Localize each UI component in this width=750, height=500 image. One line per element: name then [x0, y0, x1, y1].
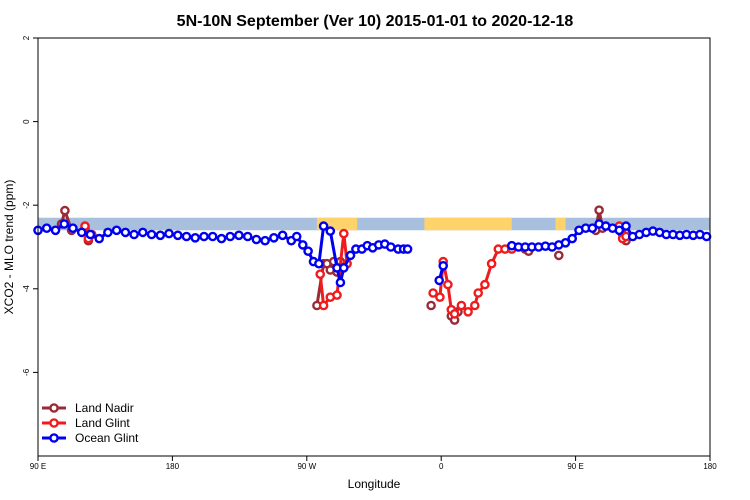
ocean-glint-point-0-6	[85, 229, 96, 240]
ocean-glint-point-0-38	[335, 277, 346, 288]
x-axis-label: Longitude	[348, 477, 401, 491]
ocean-glint-point-0-25	[251, 234, 262, 245]
y-tick-label-0: -6	[22, 368, 31, 376]
land-glint-point-2-5	[449, 309, 460, 319]
x-tick-label-0: 90 E	[30, 462, 46, 471]
ocean-glint-point-2-9	[567, 233, 578, 244]
ocean-glint-point-0-15	[164, 228, 174, 239]
series-layer	[33, 205, 712, 325]
land-glint-point-2-8	[469, 300, 480, 311]
ocean-glint-point-0-12	[137, 227, 148, 238]
land-region-2	[555, 217, 566, 231]
land-glint-point-2-0	[428, 288, 438, 298]
x-tick-label-2: 90 W	[297, 462, 316, 471]
ocean-glint-point-0-4	[68, 223, 78, 233]
ocean-glint-point-0-26	[260, 235, 270, 246]
x-tick-label-1: 180	[166, 462, 180, 471]
ocean-glint-point-0-30	[291, 231, 302, 242]
legend-label-land-nadir: Land Nadir	[75, 401, 134, 415]
ocean-band	[38, 217, 710, 231]
ocean-glint-point-0-31	[297, 240, 308, 250]
ocean-glint-point-0-47	[385, 242, 396, 252]
land-nadir-point-3-0	[426, 300, 436, 311]
x-tick-label-3: 0	[439, 462, 444, 471]
land-glint-point-1-0	[315, 269, 326, 280]
y-axis: -6 -4 -2 0 2	[22, 35, 38, 376]
ocean-glint-point-0-36	[325, 226, 336, 236]
ocean-glint-point-0-8	[103, 227, 113, 238]
ocean-glint-point-0-7	[94, 233, 104, 244]
ocean-glint-point-0-9	[111, 225, 122, 236]
ocean-glint-point-0-10	[120, 227, 131, 238]
ocean-glint-point-0-18	[190, 232, 200, 243]
ocean-glint-point-0-13	[146, 229, 157, 240]
ocean-glint-point-2-17	[621, 221, 631, 231]
y-tick-label-3: 0	[22, 119, 31, 124]
ocean-glint-point-2-12	[587, 223, 598, 233]
ocean-glint-point-0-40	[345, 250, 356, 261]
legend-label-land-glint: Land Glint	[75, 416, 130, 430]
ocean-glint-point-0-16	[172, 230, 183, 241]
ocean-glint-point-0-2	[50, 225, 61, 236]
series-ocean-glint	[33, 219, 712, 288]
legend-label-ocean-glint: Ocean Glint	[75, 431, 139, 445]
land-glint-point-1-3	[332, 290, 342, 300]
ocean-glint-point-0-21	[216, 233, 227, 244]
ocean-glint-point-0-24	[242, 231, 253, 242]
ocean-glint-point-0-14	[155, 230, 166, 241]
ocean-glint-point-1-1	[438, 260, 449, 271]
land-glint-point-1-4	[338, 228, 349, 239]
ocean-glint-point-2-29	[701, 231, 712, 242]
land-nadir-point-7-1	[594, 205, 604, 215]
ocean-glint-point-0-32	[303, 246, 313, 256]
y-tick-label-2: -2	[22, 201, 31, 209]
y-tick-label-1: -4	[22, 285, 31, 293]
ocean-glint-point-0-3	[59, 219, 69, 229]
ocean-glint-point-0-34	[314, 258, 324, 269]
ocean-glint-point-0-17	[181, 231, 192, 242]
ocean-glint-point-0-19	[199, 231, 209, 242]
legend-item-ocean-glint: Ocean Glint	[42, 431, 139, 445]
land-glint-point-2-6	[456, 300, 467, 311]
land-region-1	[424, 217, 512, 231]
x-tick-label-5: 180	[703, 462, 717, 471]
legend-item-land-nadir: Land Nadir	[42, 401, 134, 415]
ocean-glint-point-2-8	[560, 237, 571, 248]
ocean-glint-point-1-0	[434, 275, 445, 286]
ocean-glint-point-0-1	[41, 223, 52, 233]
legend-marker-land-glint	[49, 418, 59, 428]
land-glint-point-2-9	[473, 288, 484, 298]
land-glint-point-2-3	[443, 279, 453, 290]
legend-marker-land-nadir	[49, 403, 59, 413]
legend-item-land-glint: Land Glint	[42, 416, 130, 430]
land-nadir-point-6-0	[554, 250, 564, 261]
ocean-glint-point-0-50	[402, 244, 413, 254]
x-axis: 90 E 180 90 W 0 90 E 180	[30, 456, 717, 471]
land-glint-point-2-7	[463, 306, 473, 317]
land-glint-point-2-11	[486, 258, 497, 269]
ocean-glint-point-0-35	[318, 221, 329, 231]
ocean-glint-point-0-5	[76, 227, 87, 238]
y-axis-label: XCO2 - MLO trend (ppm)	[2, 180, 16, 315]
land-glint-point-2-1	[435, 292, 445, 303]
ocean-glint-point-0-28	[277, 230, 288, 241]
legend-marker-ocean-glint	[49, 433, 59, 443]
ocean-glint-point-0-20	[207, 231, 218, 242]
ocean-glint-point-0-27	[269, 232, 279, 243]
y-tick-label-4: 2	[22, 35, 31, 40]
land-mask-band	[38, 217, 710, 231]
x-tick-label-4: 90 E	[567, 462, 583, 471]
ocean-glint-point-0-22	[225, 231, 235, 242]
land-nadir-point-0-1	[60, 205, 70, 216]
ocean-glint-point-2-16	[614, 225, 625, 236]
ocean-glint-point-0-39	[338, 263, 349, 273]
plot-frame	[37, 37, 711, 457]
chart-title: 5N-10N September (Ver 10) 2015-01-01 to …	[177, 13, 574, 30]
land-glint-point-2-10	[480, 279, 490, 290]
ocean-glint-point-0-11	[129, 229, 139, 240]
ocean-glint-point-0-23	[234, 230, 244, 241]
land-glint-point-1-1	[318, 300, 329, 311]
